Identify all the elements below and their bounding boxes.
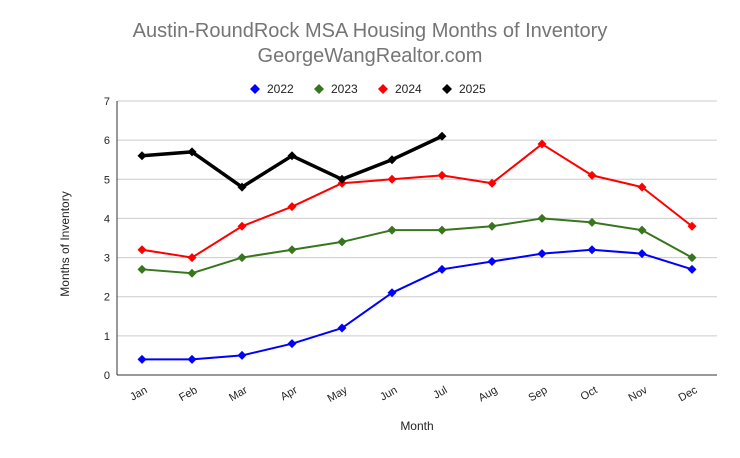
y-tick-label: 3 <box>104 253 110 265</box>
x-tick-label: Jul <box>431 384 449 401</box>
data-point <box>287 245 297 255</box>
x-tick-label: Nov <box>627 384 650 404</box>
series-line <box>142 248 693 361</box>
series-2022 <box>137 245 697 364</box>
data-point <box>137 354 147 364</box>
data-point <box>587 217 597 227</box>
y-tick-label: 2 <box>104 292 110 304</box>
legend-marker <box>442 84 452 94</box>
data-point <box>587 170 597 180</box>
data-point <box>387 288 397 298</box>
data-point <box>437 264 447 274</box>
data-point <box>387 225 397 235</box>
legend-marker <box>250 84 260 94</box>
data-point <box>337 174 347 184</box>
x-tick-label: Aug <box>477 384 500 404</box>
series-2024 <box>137 139 697 263</box>
data-point <box>287 339 297 349</box>
data-point <box>487 221 497 231</box>
data-point <box>687 221 697 231</box>
data-point <box>537 139 547 149</box>
x-axis-label: Month <box>400 419 433 433</box>
y-tick-label: 0 <box>104 370 110 382</box>
y-tick-label: 1 <box>104 331 110 343</box>
data-point <box>537 213 547 223</box>
data-point <box>437 225 447 235</box>
data-point <box>337 323 347 333</box>
legend-item: 2024 <box>378 82 422 96</box>
data-point <box>387 155 397 165</box>
x-axis-ticks: Jan Feb Mar Apr May Jun Jul Aug Sep Oct Nov Dec <box>128 384 700 405</box>
x-tick-label: Jan <box>128 384 149 403</box>
legend-item: 2023 <box>314 82 358 96</box>
data-point <box>137 245 147 255</box>
legend-label: 2024 <box>395 82 422 96</box>
data-point <box>487 256 497 266</box>
data-point <box>437 131 447 141</box>
x-tick-label: Sep <box>527 384 550 404</box>
y-tick-label: 4 <box>104 213 110 225</box>
legend-label: 2022 <box>267 82 294 96</box>
data-point <box>287 202 297 212</box>
data-point <box>687 253 697 263</box>
x-tick-label: Mar <box>227 384 250 404</box>
x-tick-label: Apr <box>279 384 300 403</box>
data-point <box>237 253 247 263</box>
data-point <box>487 178 497 188</box>
x-tick-label: May <box>326 384 350 405</box>
chart-title: Austin-RoundRock MSA Housing Months of I… <box>133 20 608 42</box>
data-point <box>637 249 647 259</box>
series-group <box>137 131 697 364</box>
legend: 2022 2023 2024 2025 <box>250 82 486 96</box>
series-line <box>141 217 693 275</box>
grid <box>116 100 717 376</box>
x-tick-label: Dec <box>677 384 700 404</box>
legend-item: 2022 <box>250 82 294 96</box>
series-2025 <box>137 131 447 192</box>
legend-marker <box>378 84 388 94</box>
legend-label: 2025 <box>459 82 486 96</box>
legend-item: 2025 <box>442 82 486 96</box>
data-point <box>387 174 397 184</box>
data-point <box>437 170 447 180</box>
data-point <box>137 151 147 161</box>
data-point <box>287 151 297 161</box>
data-point <box>137 264 147 274</box>
legend-marker <box>314 84 324 94</box>
x-tick-label: Oct <box>579 384 600 403</box>
y-tick-label: 7 <box>104 96 110 108</box>
data-point <box>687 264 697 274</box>
chart-subtitle: GeorgeWangRealtor.com <box>258 45 483 67</box>
data-point <box>187 147 197 157</box>
data-point <box>237 221 247 231</box>
y-axis-label: Months of Inventory <box>58 191 72 296</box>
data-point <box>237 182 247 192</box>
series-2023 <box>137 213 697 278</box>
series-line <box>141 143 693 259</box>
data-point <box>637 225 647 235</box>
y-tick-label: 5 <box>104 174 110 186</box>
legend-label: 2023 <box>331 82 358 96</box>
data-point <box>187 354 197 364</box>
data-point <box>237 350 247 360</box>
data-point <box>187 268 197 278</box>
data-point <box>187 253 197 263</box>
y-axis-ticks: 0 1 2 3 4 5 6 7 <box>104 96 110 382</box>
data-point <box>637 182 647 192</box>
data-point <box>537 249 547 259</box>
y-tick-label: 6 <box>104 135 110 147</box>
data-point <box>587 245 597 255</box>
x-tick-label: Feb <box>177 384 199 404</box>
data-point <box>337 237 347 247</box>
x-tick-label: Jun <box>378 384 399 403</box>
